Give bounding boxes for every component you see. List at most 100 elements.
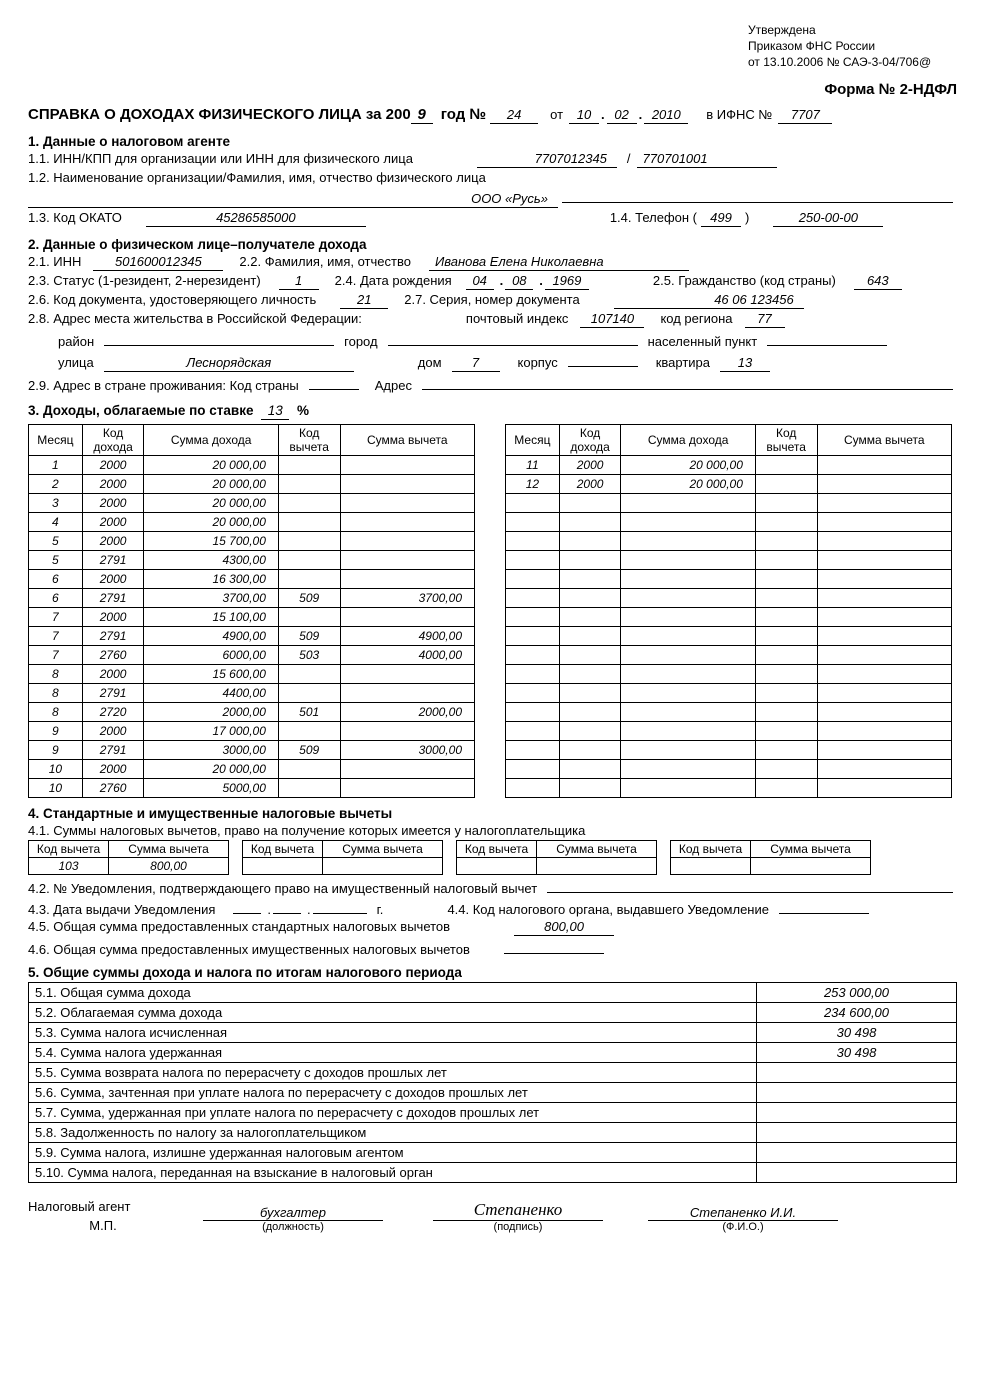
table-row: 5.8. Задолженность по налогу за налогопл…: [29, 1122, 957, 1142]
section3-heading: 3. Доходы, облагаемые по ставке 13 %: [28, 403, 957, 420]
table-row: [506, 493, 952, 512]
s2-doccode: 21: [340, 292, 388, 309]
section1-heading: 1. Данные о налоговом агенте: [28, 134, 957, 149]
table-row: 5.5. Сумма возврата налога по перерасчет…: [29, 1062, 957, 1082]
s2-town-label: населенный пункт: [648, 334, 758, 349]
table-row: [506, 683, 952, 702]
title-num-label: год №: [441, 106, 486, 123]
s2-region: 77: [745, 311, 785, 328]
title-d: 10: [569, 107, 599, 124]
table-row: 8200015 600,00: [29, 664, 475, 683]
s2-status: 1: [279, 273, 319, 290]
title-year: 9: [411, 107, 433, 124]
totals-table: 5.1. Общая сумма дохода253 000,005.2. Об…: [28, 982, 957, 1183]
table-row: 5200015 700,00: [29, 531, 475, 550]
s2-flat: 13: [720, 355, 770, 372]
s4-l6: 4.6. Общая сумма предоставленных имущест…: [28, 942, 470, 957]
title-m: 02: [607, 107, 637, 124]
s2-city: [388, 330, 638, 346]
table-row: 5.7. Сумма, удержанная при уплате налога…: [29, 1102, 957, 1122]
table-row: 527914300,00: [29, 550, 475, 569]
s1-org: ООО «Русь»: [28, 191, 558, 208]
s2-town: [767, 330, 887, 346]
s2-l6-label: 2.6. Код документа, удостоверяющего личн…: [28, 292, 316, 307]
table-row: 5.3. Сумма налога исчисленная30 498: [29, 1022, 957, 1042]
s2-house: 7: [452, 355, 500, 372]
sign-position: бухгалтер: [203, 1205, 383, 1221]
approved-block: Утверждена Приказом ФНС России от 13.10.…: [748, 22, 957, 71]
table-row: 5.2. Облагаемая сумма дохода234 600,00: [29, 1002, 957, 1022]
table-row: 4200020 000,00: [29, 512, 475, 531]
sign-fio: Степаненко И.И.: [648, 1205, 838, 1221]
s2-l4-label: 2.4. Дата рождения: [335, 273, 452, 288]
table-row: [506, 550, 952, 569]
section4-heading: 4. Стандартные и имущественные налоговые…: [28, 806, 957, 821]
title-ifns: 7707: [778, 107, 832, 124]
s2-inn: 501600012345: [93, 254, 223, 271]
s4-l3: 4.3. Дата выдачи Уведомления: [28, 902, 215, 917]
income-tables: Месяц Код дохода Сумма дохода Код вычета…: [28, 424, 957, 798]
s1-okato: 45286585000: [146, 210, 366, 227]
s1-tel-area: 499: [701, 210, 741, 227]
table-row: 5.10. Сумма налога, переданная на взыска…: [29, 1162, 957, 1182]
approved-l3: от 13.10.2006 № САЭ-3-04/706@: [748, 54, 957, 70]
title-y: 2010: [644, 107, 688, 124]
table-row: 12200020 000,00: [506, 474, 952, 493]
table-row: [506, 645, 952, 664]
table-row: [506, 607, 952, 626]
table-row: [506, 778, 952, 797]
table-row: 6200016 300,00: [29, 569, 475, 588]
table-row: 7200015 100,00: [29, 607, 475, 626]
table-row: 5.9. Сумма налога, излишне удержанная на…: [29, 1142, 957, 1162]
table-row: 2200020 000,00: [29, 474, 475, 493]
s1-l4-label: 1.4. Телефон (: [610, 210, 697, 225]
s2-addr-label: Адрес: [375, 378, 412, 393]
s2-docnum: 46 06 123456: [614, 292, 804, 309]
sign-mp: М.П.: [28, 1218, 178, 1233]
s2-fio: Иванова Елена Николаевна: [429, 254, 689, 271]
s4-l2: 4.2. № Уведомления, подтверждающего прав…: [28, 881, 537, 896]
table-row: 727606000,005034000,00: [29, 645, 475, 664]
table-row: 9200017 000,00: [29, 721, 475, 740]
table-row: 5.4. Сумма налога удержанная30 498: [29, 1042, 957, 1062]
s2-l1-label: 2.1. ИНН: [28, 254, 81, 269]
title-prefix: СПРАВКА О ДОХОДАХ ФИЗИЧЕСКОГО ЛИЦА за 20…: [28, 106, 411, 123]
s2-l5-label: 2.5. Гражданство (код страны): [653, 273, 836, 288]
s2-citizenship: 643: [854, 273, 902, 290]
s2-dob-d: 04: [466, 273, 494, 290]
table-row: [506, 664, 952, 683]
table-row: 5.1. Общая сумма дохода253 000,00: [29, 982, 957, 1002]
s4-l5: 4.5. Общая сумма предоставленных стандар…: [28, 919, 450, 934]
s2-postidx: 107140: [580, 311, 644, 328]
s2-l9-label: 2.9. Адрес в стране проживания: Код стра…: [28, 378, 299, 393]
s2-house-label: дом: [418, 355, 442, 370]
s2-postidx-label: почтовый индекс: [466, 311, 569, 326]
ded-kv: 103: [29, 857, 109, 874]
s2-street: Леснорядская: [104, 355, 354, 372]
s2-city-label: город: [344, 334, 377, 349]
s4-l5-val: 800,00: [514, 919, 614, 936]
s2-corp-label: корпус: [518, 355, 558, 370]
title-num: 24: [490, 107, 538, 124]
deductions-table: Код вычета Сумма вычета Код вычета Сумма…: [28, 840, 871, 875]
section5-heading: 5. Общие суммы дохода и налога по итогам…: [28, 965, 957, 980]
table-row: 927913000,005093000,00: [29, 740, 475, 759]
sign-signature: Степаненко: [433, 1200, 603, 1221]
s2-dob-m: 08: [505, 273, 533, 290]
approved-l2: Приказом ФНС России: [748, 38, 957, 54]
s2-flat-label: квартира: [656, 355, 710, 370]
table-row: 727914900,005094900,00: [29, 626, 475, 645]
s2-raion: [104, 330, 334, 346]
title-row: СПРАВКА О ДОХОДАХ ФИЗИЧЕСКОГО ЛИЦА за 20…: [28, 106, 957, 124]
s2-dob-y: 1969: [545, 273, 589, 290]
s4-l1: 4.1. Суммы налоговых вычетов, право на п…: [28, 823, 957, 838]
sign-fio-caption: (Ф.И.О.): [628, 1221, 858, 1233]
s1-l2-label: 1.2. Наименование организации/Фамилия, и…: [28, 170, 486, 185]
table-row: [506, 588, 952, 607]
title-ot: от: [550, 107, 563, 122]
s3-rate: 13: [261, 403, 289, 420]
approved-l1: Утверждена: [748, 22, 957, 38]
s2-corp: [568, 351, 638, 367]
table-row: 1027605000,00: [29, 778, 475, 797]
s2-country: [309, 374, 359, 390]
